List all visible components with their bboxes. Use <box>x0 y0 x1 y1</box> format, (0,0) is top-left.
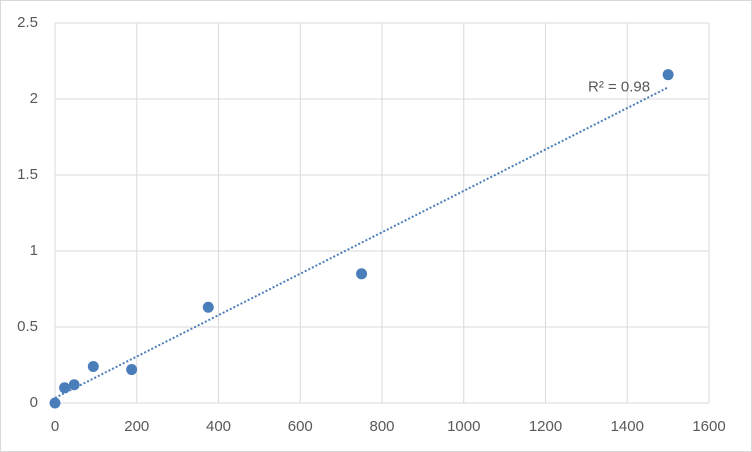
y-tick-label: 0 <box>30 394 38 411</box>
trendline <box>54 86 669 399</box>
x-tick-label: 1000 <box>447 418 480 435</box>
x-tick-label: 1400 <box>611 418 644 435</box>
point <box>68 379 80 391</box>
x-tick-label: 800 <box>369 418 394 435</box>
point <box>49 397 61 409</box>
point <box>202 301 214 313</box>
x-tick-label: 200 <box>124 418 149 435</box>
y-tick-label: 2.5 <box>17 14 38 31</box>
x-tick-label: 600 <box>288 418 313 435</box>
x-tick-label: 1200 <box>529 418 562 435</box>
y-tick-label: 1 <box>30 242 38 259</box>
point <box>87 361 99 373</box>
x-tick-label: 0 <box>51 418 59 435</box>
y-tick-label: 1.5 <box>17 166 38 183</box>
annotation: R² = 0.98 <box>588 78 650 95</box>
y-tick-label: 0.5 <box>17 318 38 335</box>
y-tick-label: 2 <box>30 90 38 107</box>
x-tick-label: 1600 <box>692 418 725 435</box>
point <box>59 382 71 394</box>
point <box>356 268 368 280</box>
x-tick-label: 400 <box>206 418 231 435</box>
point <box>662 69 674 81</box>
point <box>126 364 138 376</box>
